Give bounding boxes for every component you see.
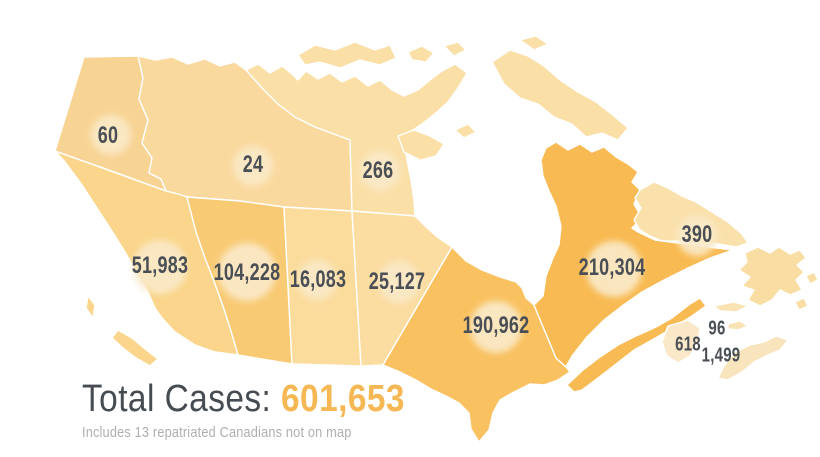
case-label-newfoundland-labrador: 390 [681, 221, 713, 248]
island-shape-victoria-banks [297, 41, 397, 69]
case-label-northwest-territories: 24 [242, 151, 264, 178]
island-shape-arctic-small-1 [407, 45, 435, 63]
case-label-saskatchewan: 16,083 [289, 266, 347, 293]
case-label-prince-edward-island: 96 [708, 317, 726, 340]
total-cases-line: Total Cases: 601,653 [82, 378, 405, 421]
label-glow [586, 241, 642, 297]
region-shape-nova-scotia [717, 335, 789, 381]
case-label-manitoba: 25,127 [368, 268, 426, 295]
region-shape-labrador [633, 181, 749, 248]
label-glow [133, 240, 187, 294]
case-label-alberta: 104,228 [213, 259, 281, 286]
island-shape-arctic-small-2 [443, 41, 467, 57]
case-label-nunavut: 266 [362, 157, 394, 184]
island-shape-newfoundland-islet-1 [805, 271, 819, 285]
label-glow [297, 260, 337, 300]
label-glow [360, 151, 400, 191]
island-shape-baffin [491, 49, 629, 141]
case-label-british-columbia: 51,983 [131, 252, 189, 279]
island-shape-newfoundland [738, 246, 807, 307]
region-shape-prince-edward-island [727, 320, 749, 331]
island-shape-vancouver-island [111, 329, 159, 367]
label-glow [470, 301, 522, 353]
region-shape-ontario [382, 246, 571, 443]
label-glow [378, 261, 420, 303]
case-label-nova-scotia: 1,499 [701, 344, 741, 367]
label-glow [677, 216, 717, 256]
island-shape-arctic-small-3 [519, 35, 549, 51]
case-label-quebec: 210,304 [578, 254, 646, 281]
total-cases-label: Total Cases: [82, 378, 272, 420]
region-shape-quebec-gaspe [566, 297, 707, 393]
total-cases-value: 601,653 [281, 378, 405, 420]
region-shape-new-brunswick [661, 319, 701, 364]
island-shape-newfoundland-islet-2 [794, 297, 809, 311]
label-glow [218, 243, 276, 301]
region-shape-nunavut [245, 63, 468, 217]
label-glow [233, 146, 273, 186]
island-shape-southampton [397, 129, 445, 161]
case-label-yukon: 60 [97, 122, 119, 149]
repatriated-note: Includes 13 repatriated Canadians not on… [82, 425, 352, 441]
case-label-ontario: 190,962 [462, 312, 530, 339]
case-label-new-brunswick: 618 [675, 333, 701, 356]
island-shape-bay-mouth [454, 123, 477, 139]
island-shape-anticosti [713, 301, 749, 313]
totals-block: Total Cases: 601,653 Includes 13 repatri… [82, 378, 405, 441]
label-glow [91, 115, 131, 155]
island-shape-haida-gwaii [85, 295, 96, 319]
